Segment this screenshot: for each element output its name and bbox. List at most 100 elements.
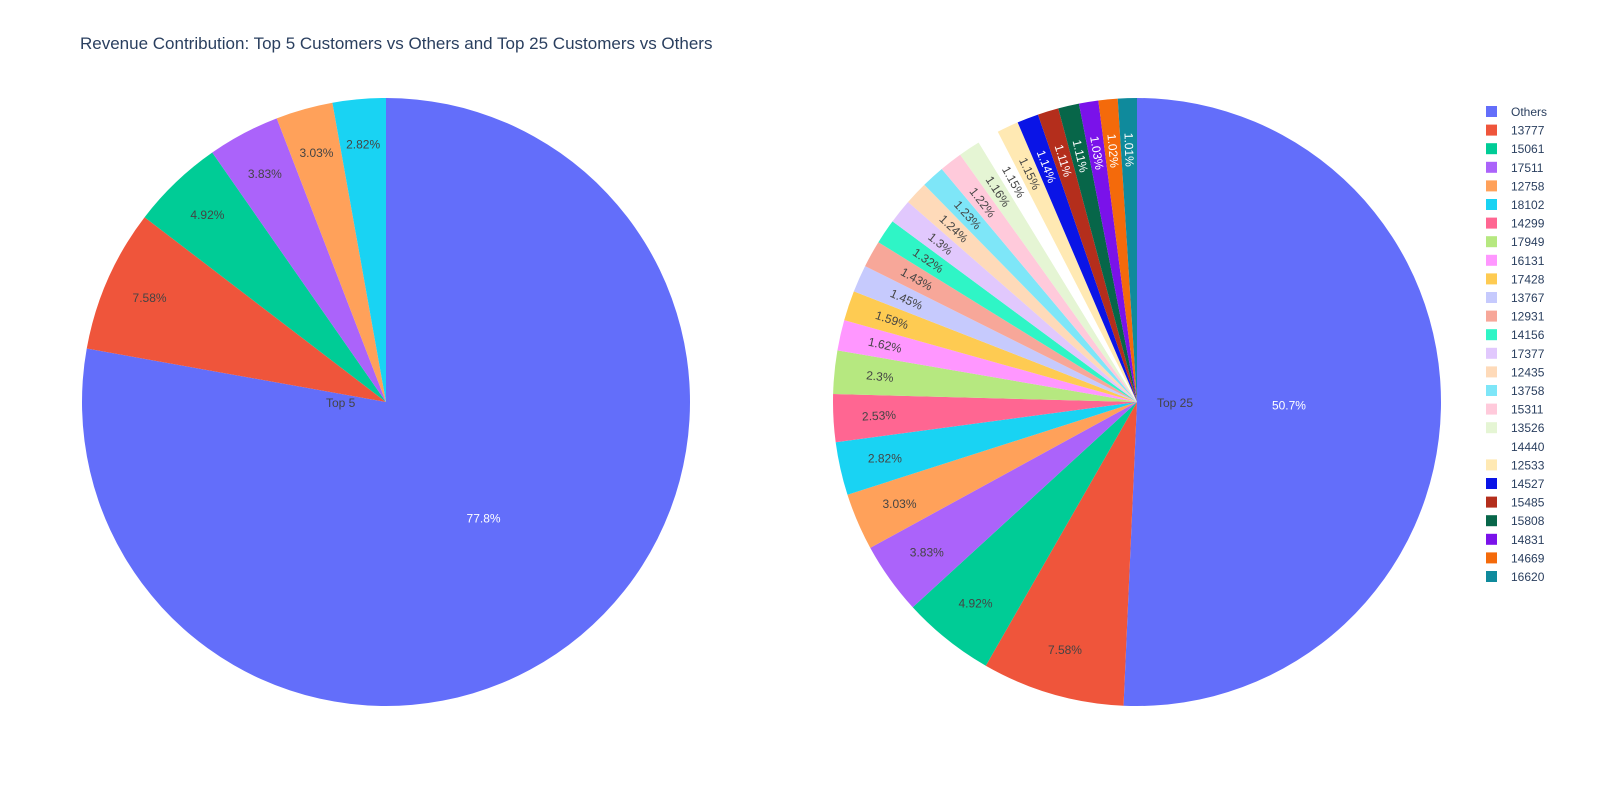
legend-label-13758: 13758 bbox=[1511, 384, 1545, 398]
legend-item-12533[interactable]: 12533 bbox=[1486, 458, 1545, 472]
legend-label-13767: 13767 bbox=[1511, 291, 1545, 305]
legend-label-14156: 14156 bbox=[1511, 328, 1545, 342]
legend-item-14831[interactable]: 14831 bbox=[1486, 533, 1545, 547]
pie-top-25-slice-14669[interactable] bbox=[1098, 98, 1137, 402]
pie-top-25-slice-15808[interactable] bbox=[1058, 103, 1137, 402]
legend-item-14527[interactable]: 14527 bbox=[1486, 477, 1545, 491]
legend-label-16131: 16131 bbox=[1511, 254, 1545, 268]
legend-swatch-12533 bbox=[1486, 459, 1497, 471]
pie-top-25-slice-13758[interactable] bbox=[924, 168, 1137, 402]
legend-item-15485[interactable]: 15485 bbox=[1486, 496, 1545, 510]
legend-item-Others[interactable]: Others bbox=[1486, 105, 1547, 119]
legend-label-15311: 15311 bbox=[1511, 403, 1544, 417]
legend-item-13767[interactable]: 13767 bbox=[1486, 291, 1545, 305]
pie-top-25-slice-13767[interactable] bbox=[853, 266, 1137, 402]
legend-swatch-17377 bbox=[1486, 347, 1497, 359]
legend-item-13758[interactable]: 13758 bbox=[1486, 384, 1545, 398]
pie-top-25-slice-15061[interactable] bbox=[912, 402, 1137, 666]
legend-swatch-15485 bbox=[1486, 496, 1497, 508]
legend-label-17377: 17377 bbox=[1511, 347, 1545, 361]
pie-top-25-slice-15311[interactable] bbox=[941, 154, 1137, 402]
pie-top-5-slice-12758[interactable] bbox=[276, 102, 386, 402]
legend-label-17949: 17949 bbox=[1511, 235, 1545, 249]
pie-top-25-slice-13777[interactable] bbox=[985, 402, 1137, 706]
legend-label-14527: 14527 bbox=[1511, 477, 1545, 491]
pie-top-25-slice-14831[interactable] bbox=[1078, 100, 1137, 403]
pie-top-25-slice-Others[interactable] bbox=[1123, 98, 1441, 706]
legend-item-15808[interactable]: 15808 bbox=[1486, 514, 1545, 528]
pie-top-25-slice-17377[interactable] bbox=[892, 201, 1137, 402]
pie-top-5-slice-label-Others: 77.8% bbox=[467, 512, 501, 526]
pie-top-5: 77.8% 7.58% 4.92% 3.83% 3.03% 2.82% Top 5 bbox=[81, 98, 691, 706]
legend-item-14669[interactable]: 14669 bbox=[1486, 551, 1545, 565]
legend-item-14156[interactable]: 14156 bbox=[1486, 328, 1545, 342]
legend-item-14440[interactable]: 14440 bbox=[1486, 440, 1545, 454]
legend-item-16620[interactable]: 16620 bbox=[1486, 570, 1545, 584]
pie-top-25-slice-label-17511: 3.83% bbox=[910, 545, 944, 559]
legend-item-17428[interactable]: 17428 bbox=[1486, 272, 1545, 286]
legend-item-18102[interactable]: 18102 bbox=[1486, 198, 1545, 212]
pie-top-25-slice-17511[interactable] bbox=[870, 402, 1137, 608]
legend-label-15485: 15485 bbox=[1511, 496, 1545, 510]
legend-swatch-13777 bbox=[1486, 124, 1497, 136]
pie-top-5-slice-label-13777: 7.58% bbox=[133, 291, 167, 305]
legend-item-12758[interactable]: 12758 bbox=[1486, 179, 1545, 193]
pie-top-25-slice-label-14299: 2.53% bbox=[862, 408, 897, 424]
pie-top-25-slice-14156[interactable] bbox=[878, 221, 1137, 402]
pie-top-5-slice-17511[interactable] bbox=[212, 118, 386, 402]
pie-top-25-slice-label-17949: 2.3% bbox=[866, 368, 895, 385]
legend-item-17377[interactable]: 17377 bbox=[1486, 347, 1545, 361]
pie-top-25-slice-12758[interactable] bbox=[847, 402, 1137, 548]
legend[interactable]: Others 13777 15061 17511 12758 18102 14299 1794… bbox=[1486, 105, 1547, 584]
legend-item-12931[interactable]: 12931 bbox=[1486, 310, 1545, 324]
pie-top-5-slice-13777[interactable] bbox=[86, 217, 386, 402]
pie-top-25-slice-12533[interactable] bbox=[997, 122, 1137, 403]
pie-top-25-slice-16620[interactable] bbox=[1117, 98, 1137, 402]
pie-top-25-slice-15485[interactable] bbox=[1037, 108, 1137, 402]
legend-label-16620: 16620 bbox=[1511, 570, 1545, 584]
pie-top-5-slice-18102[interactable] bbox=[332, 98, 386, 402]
pie-top-5-slice-15061[interactable] bbox=[144, 152, 386, 402]
pie-top-25-slice-12931[interactable] bbox=[865, 242, 1137, 402]
legend-item-17511[interactable]: 17511 bbox=[1486, 161, 1544, 175]
pie-top-25-slice-14299[interactable] bbox=[832, 394, 1137, 443]
legend-item-15061[interactable]: 15061 bbox=[1486, 142, 1545, 156]
pie-top-25-slice-17428[interactable] bbox=[844, 291, 1137, 402]
legend-label-17428: 17428 bbox=[1511, 272, 1545, 286]
legend-swatch-14831 bbox=[1486, 533, 1497, 545]
legend-label-18102: 18102 bbox=[1511, 198, 1545, 212]
pie-top-25-slice-13526[interactable] bbox=[960, 142, 1137, 402]
legend-swatch-17511 bbox=[1486, 161, 1497, 173]
legend-label-Others: Others bbox=[1511, 105, 1547, 119]
legend-swatch-15061 bbox=[1486, 143, 1497, 155]
legend-label-14440: 14440 bbox=[1511, 440, 1545, 454]
legend-swatch-14440 bbox=[1486, 440, 1497, 452]
legend-item-14299[interactable]: 14299 bbox=[1486, 217, 1545, 231]
pie-top-5-slice-label-18102: 2.82% bbox=[346, 138, 380, 152]
pie-top-25-slice-12435[interactable] bbox=[908, 184, 1137, 402]
pie-top-25-slice-16131[interactable] bbox=[837, 320, 1137, 402]
legend-swatch-13758 bbox=[1486, 385, 1497, 396]
pie-top-25-slice-18102[interactable] bbox=[835, 402, 1137, 495]
legend-label-14831: 14831 bbox=[1511, 533, 1545, 547]
legend-swatch-13526 bbox=[1486, 422, 1497, 434]
legend-item-17949[interactable]: 17949 bbox=[1486, 235, 1545, 249]
pie-top-25-slice-label-16620: 1.01% bbox=[1121, 133, 1136, 168]
pie-top-25-slice-17949[interactable] bbox=[833, 350, 1137, 402]
legend-label-13526: 13526 bbox=[1511, 421, 1545, 435]
pie-top-5-slice-label-15061: 4.92% bbox=[190, 208, 224, 222]
pie-top-25-slice-14527[interactable] bbox=[1017, 114, 1137, 402]
legend-item-13526[interactable]: 13526 bbox=[1486, 421, 1545, 435]
legend-item-12435[interactable]: 12435 bbox=[1486, 365, 1545, 379]
legend-label-15061: 15061 bbox=[1511, 142, 1545, 156]
legend-label-13777: 13777 bbox=[1511, 124, 1545, 138]
pie-top-25-slice-label-14669: 1.02% bbox=[1104, 133, 1121, 169]
legend-item-13777[interactable]: 13777 bbox=[1486, 124, 1545, 138]
pie-top-5-name: Top 5 bbox=[326, 396, 356, 410]
legend-item-16131[interactable]: 16131 bbox=[1486, 254, 1545, 268]
legend-item-15311[interactable]: 15311 bbox=[1486, 403, 1544, 417]
legend-swatch-Others bbox=[1486, 106, 1497, 117]
pie-top-25-slice-14440[interactable] bbox=[978, 131, 1137, 402]
legend-label-12931: 12931 bbox=[1511, 310, 1545, 324]
